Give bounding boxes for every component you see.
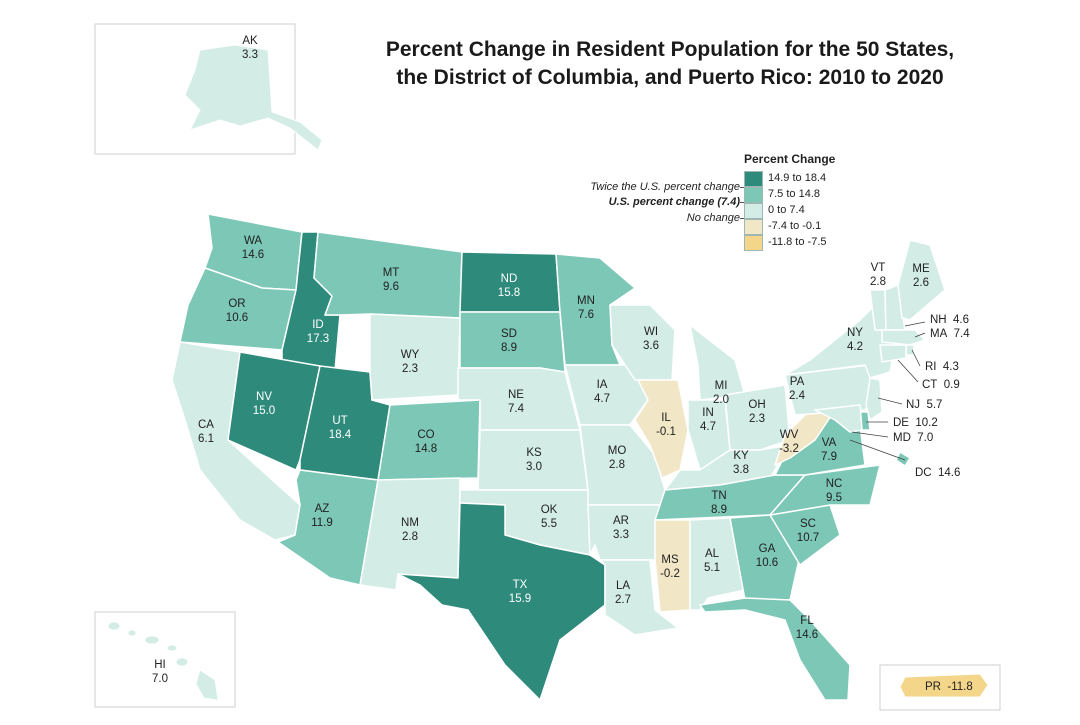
- label-WV: WV -3.2: [779, 429, 799, 455]
- legend-note-us: U.S. percent change (7.4): [608, 196, 740, 208]
- legend-note-none: No change: [686, 212, 740, 224]
- legend-label-bin2: 7.5 to 14.8: [768, 188, 820, 200]
- label-TX: TX 15.9: [508, 579, 532, 605]
- label-KY: KY 3.8: [733, 450, 749, 476]
- state-OH[interactable]: [724, 384, 791, 451]
- state-MA[interactable]: [881, 329, 926, 346]
- label-AZ: AZ 11.9: [311, 503, 333, 529]
- label-NY: NY 4.2: [847, 327, 863, 353]
- label-GA: GA 10.6: [755, 543, 779, 569]
- label-LA: LA 2.7: [615, 580, 631, 606]
- state-ME[interactable]: [897, 239, 946, 321]
- legend-label-bin5: -11.8 to -7.5: [768, 236, 827, 248]
- map-title-line-1: Percent Change in Resident Population fo…: [385, 38, 955, 61]
- state-NJ[interactable]: [865, 377, 883, 421]
- state-TX[interactable]: [397, 502, 606, 701]
- label-NM: NM 2.8: [401, 517, 419, 543]
- state-FL[interactable]: [699, 597, 851, 701]
- label-DE: DE 10.2: [893, 417, 938, 429]
- legend-swatch-bin4: [744, 219, 763, 235]
- label-MD: MD 7.0: [893, 432, 934, 444]
- label-CO: CO 14.8: [414, 429, 438, 455]
- state-HI[interactable]: [107, 621, 219, 701]
- label-WI: WI 3.6: [643, 326, 659, 352]
- legend-label-bin1: 14.9 to 18.4: [768, 172, 827, 184]
- legend-label-bin3: 0 to 7.4: [768, 204, 805, 216]
- label-OK: OK 5.5: [540, 504, 558, 530]
- label-NE: NE 7.4: [508, 389, 524, 415]
- legend: Percent Change Twice the U.S. percent ch…: [540, 152, 900, 252]
- label-MN: MN 7.6: [577, 295, 595, 321]
- state-NC[interactable]: [769, 464, 881, 516]
- legend-swatch-bin2: [744, 187, 763, 203]
- state-MD[interactable]: [814, 404, 863, 433]
- label-MO: MO 2.8: [607, 445, 627, 471]
- state-NY[interactable]: [784, 299, 896, 379]
- label-MI: MI 2.0: [713, 380, 729, 406]
- map-title-line-2: the District of Columbia, and Puerto Ric…: [396, 66, 944, 89]
- leader-lines: [849, 321, 926, 461]
- label-ID: ID 17.3: [306, 319, 330, 345]
- legend-title: Percent Change: [744, 152, 836, 166]
- state-MI[interactable]: [689, 324, 746, 401]
- label-UT: UT 18.4: [328, 415, 352, 441]
- label-ND: ND 15.8: [497, 273, 521, 299]
- legend-label-bin4: -7.4 to -0.1: [768, 220, 822, 232]
- legend-swatch-bin5: [744, 235, 763, 251]
- label-MT: MT 9.6: [382, 267, 400, 293]
- state-RI[interactable]: [905, 344, 915, 356]
- label-VA: VA 7.9: [821, 437, 837, 463]
- state-AK[interactable]: [184, 44, 323, 151]
- state-NV[interactable]: [227, 351, 321, 471]
- label-NJ: NJ 5.7: [906, 399, 943, 411]
- state-MS[interactable]: [654, 519, 691, 613]
- label-IL: IL -0.1: [656, 412, 676, 438]
- label-IA: IA 4.7: [594, 379, 610, 405]
- label-VT: VT 2.8: [870, 262, 886, 288]
- label-NC: NC 9.5: [825, 478, 843, 504]
- label-PA: PA 2.4: [789, 376, 805, 402]
- label-NH: NH 4.6: [930, 314, 970, 326]
- label-IN: IN 4.7: [700, 407, 716, 433]
- label-CA: CA 6.1: [198, 419, 214, 445]
- label-OH: OH 2.3: [748, 399, 766, 425]
- label-FL: FL 14.6: [795, 615, 819, 641]
- map-title: Percent Change in Resident Population fo…: [300, 36, 1040, 92]
- label-AL: AL 5.1: [704, 548, 720, 574]
- state-IL[interactable]: [634, 379, 689, 479]
- label-WA: WA 14.6: [241, 235, 265, 261]
- state-CT[interactable]: [879, 344, 907, 363]
- label-DC: DC 14.6: [915, 467, 961, 479]
- label-MS: MS -0.2: [660, 554, 680, 580]
- label-TN: TN 8.9: [711, 490, 727, 516]
- legend-note-twice: Twice the U.S. percent change: [590, 181, 740, 193]
- label-AK: AK 3.3: [242, 35, 258, 61]
- label-WY: WY 2.3: [400, 349, 420, 375]
- label-MA: MA 7.4: [930, 328, 970, 340]
- label-PR: PR -11.8: [925, 681, 973, 693]
- label-ME: ME 2.6: [912, 263, 930, 289]
- label-NV: NV 15.0: [252, 391, 276, 417]
- label-OR: OR 10.6: [225, 298, 249, 324]
- label-KS: KS 3.0: [526, 447, 542, 473]
- label-CT: CT 0.9: [922, 379, 960, 391]
- state-LA[interactable]: [599, 559, 679, 636]
- legend-swatch-bin1: [744, 171, 763, 187]
- label-RI: RI 4.3: [925, 361, 959, 373]
- label-SC: SC 10.7: [796, 518, 820, 544]
- state-WY[interactable]: [369, 313, 461, 401]
- label-AR: AR 3.3: [613, 515, 629, 541]
- label-SD: SD 8.9: [501, 328, 517, 354]
- state-PR[interactable]: [899, 673, 989, 698]
- legend-swatch-bin3: [744, 203, 763, 219]
- label-HI: HI 7.0: [152, 659, 168, 685]
